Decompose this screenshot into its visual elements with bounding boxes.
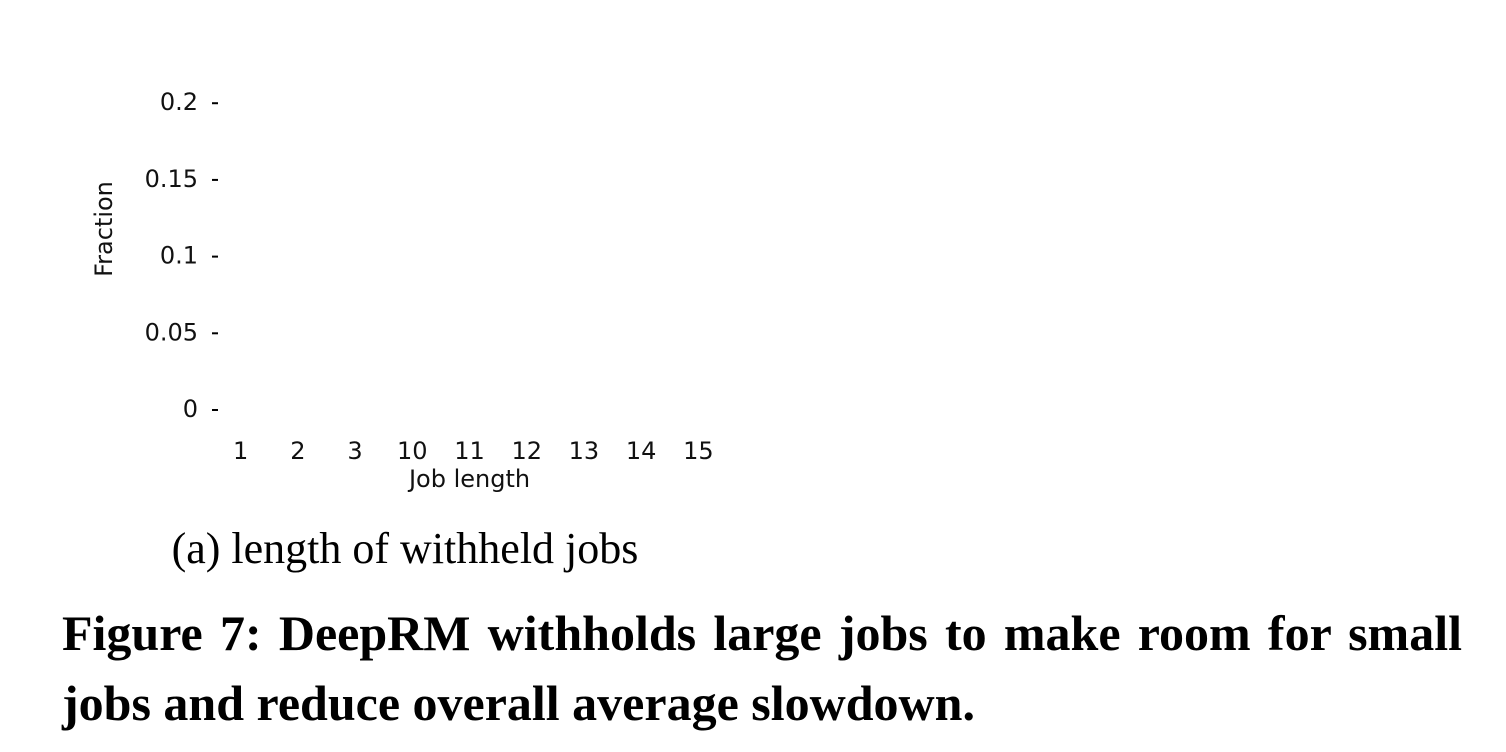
x-tick-label: 2 bbox=[290, 437, 305, 465]
x-axis-label: Job length bbox=[407, 465, 530, 493]
x-tick-label: 13 bbox=[569, 437, 600, 465]
y-tick-label: 0 bbox=[183, 395, 198, 423]
x-tick-label: 1 bbox=[233, 437, 248, 465]
y-tick-label: 0.05 bbox=[145, 318, 198, 346]
x-tick-label: 12 bbox=[511, 437, 542, 465]
y-axis-label: Fraction bbox=[90, 181, 118, 277]
x-tick-label: 3 bbox=[347, 437, 362, 465]
figure-caption: Figure 7: DeepRM withholds large jobs to… bbox=[62, 605, 1462, 731]
subfigure-caption: (a) length of withheld jobs bbox=[172, 524, 639, 573]
y-tick-label: 0.1 bbox=[160, 242, 198, 270]
x-tick-label: 15 bbox=[683, 437, 714, 465]
y-tick-label: 0.2 bbox=[160, 88, 198, 116]
y-tick-label: 0.15 bbox=[145, 165, 198, 193]
x-tick-label: 14 bbox=[626, 437, 657, 465]
x-tick-label: 11 bbox=[454, 437, 485, 465]
x-tick-label: 10 bbox=[397, 437, 428, 465]
